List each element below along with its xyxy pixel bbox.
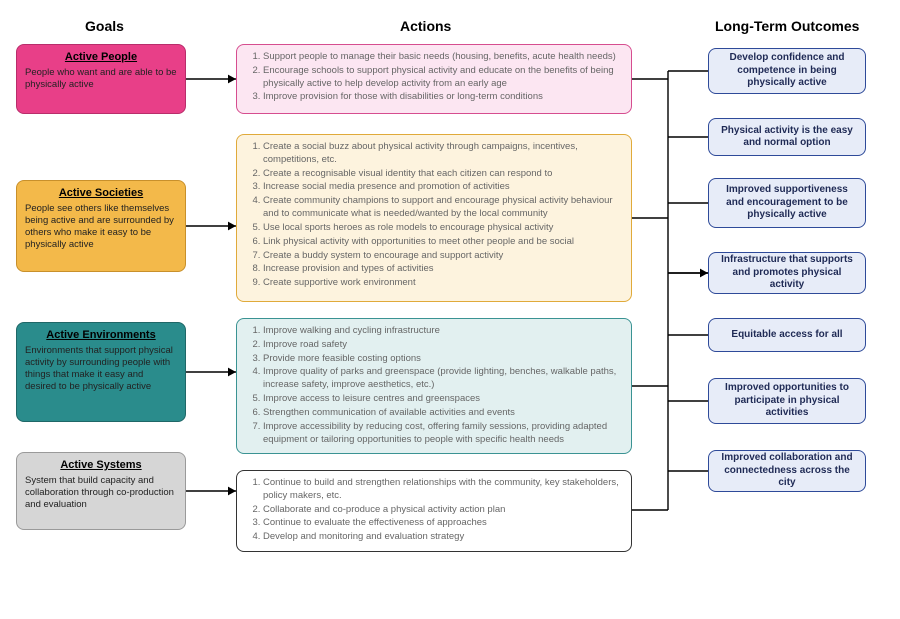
action-item: Strengthen communication of available ac… (263, 407, 621, 420)
goal-desc: Environments that support physical activ… (25, 345, 177, 393)
action-item: Improve access to leisure centres and gr… (263, 393, 621, 406)
actions-systems: Continue to build and strengthen relatio… (236, 470, 632, 552)
outcome-box: Infrastructure that supports and promote… (708, 252, 866, 294)
action-item: Develop and monitoring and evaluation st… (263, 531, 621, 544)
action-item: Provide more feasible costing options (263, 353, 621, 366)
action-list: Support people to manage their basic nee… (247, 51, 621, 104)
outcome-text: Improved opportunities to participate in… (717, 382, 857, 420)
actions-people: Support people to manage their basic nee… (236, 44, 632, 114)
action-list: Create a social buzz about physical acti… (247, 141, 621, 290)
action-item: Improve accessibility by reducing cost, … (263, 421, 621, 447)
goal-title: Active Societies (25, 187, 177, 199)
goal-desc: People see others like themselves being … (25, 203, 177, 251)
goal-title: Active People (25, 51, 177, 63)
action-list: Improve walking and cycling infrastructu… (247, 325, 621, 446)
actions-environments: Improve walking and cycling infrastructu… (236, 318, 632, 454)
outcome-text: Improved collaboration and connectedness… (717, 452, 857, 490)
goal-active-people: Active People People who want and are ab… (16, 44, 186, 114)
action-item: Collaborate and co-produce a physical ac… (263, 504, 621, 517)
action-item: Link physical activity with opportunitie… (263, 236, 621, 249)
action-item: Increase provision and types of activiti… (263, 263, 621, 276)
goal-title: Active Systems (25, 459, 177, 471)
outcome-box: Equitable access for all (708, 318, 866, 352)
actions-societies: Create a social buzz about physical acti… (236, 134, 632, 302)
goal-active-environments: Active Environments Environments that su… (16, 322, 186, 422)
action-item: Improve quality of parks and greenspace … (263, 366, 621, 392)
action-item: Continue to evaluate the effectiveness o… (263, 517, 621, 530)
outcome-text: Develop confidence and competence in bei… (717, 52, 857, 90)
action-item: Encourage schools to support physical ac… (263, 65, 621, 91)
action-item: Improve provision for those with disabil… (263, 91, 621, 104)
goal-active-societies: Active Societies People see others like … (16, 180, 186, 272)
outcome-text: Physical activity is the easy and normal… (717, 125, 857, 150)
goal-active-systems: Active Systems System that build capacit… (16, 452, 186, 530)
action-item: Create supportive work environment (263, 277, 621, 290)
outcome-box: Improved supportiveness and encouragemen… (708, 178, 866, 228)
outcome-text: Improved supportiveness and encouragemen… (717, 184, 857, 222)
outcome-box: Develop confidence and competence in bei… (708, 48, 866, 94)
outcome-box: Improved collaboration and connectedness… (708, 450, 866, 492)
action-item: Continue to build and strengthen relatio… (263, 477, 621, 503)
header-outcomes: Long-Term Outcomes (715, 18, 859, 34)
goal-desc: People who want and are able to be physi… (25, 67, 177, 91)
outcome-text: Equitable access for all (731, 329, 842, 342)
outcome-box: Improved opportunities to participate in… (708, 378, 866, 424)
action-item: Increase social media presence and promo… (263, 181, 621, 194)
outcome-box: Physical activity is the easy and normal… (708, 118, 866, 156)
header-actions: Actions (400, 18, 451, 34)
goal-desc: System that build capacity and collabora… (25, 475, 177, 511)
outcome-text: Infrastructure that supports and promote… (717, 254, 857, 292)
header-goals: Goals (85, 18, 124, 34)
action-item: Create a social buzz about physical acti… (263, 141, 621, 167)
goal-title: Active Environments (25, 329, 177, 341)
action-item: Create a recognisable visual identity th… (263, 168, 621, 181)
action-list: Continue to build and strengthen relatio… (247, 477, 621, 544)
action-item: Create community champions to support an… (263, 195, 621, 221)
action-item: Use local sports heroes as role models t… (263, 222, 621, 235)
action-item: Support people to manage their basic nee… (263, 51, 621, 64)
action-item: Create a buddy system to encourage and s… (263, 250, 621, 263)
action-item: Improve road safety (263, 339, 621, 352)
action-item: Improve walking and cycling infrastructu… (263, 325, 621, 338)
